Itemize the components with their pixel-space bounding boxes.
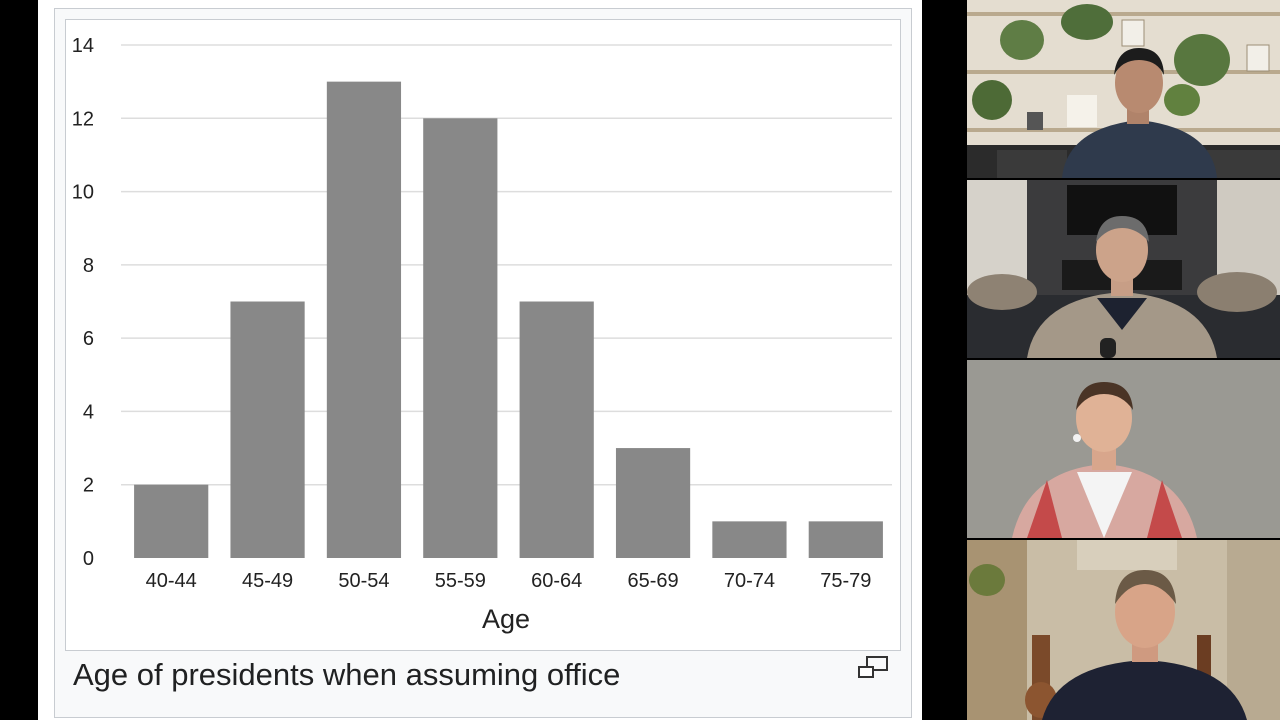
y-tick-label: 12 <box>72 108 94 130</box>
bar-65-69 <box>615 448 691 558</box>
participant-video-1 <box>967 0 1280 178</box>
y-tick-label: 10 <box>72 182 94 204</box>
x-tick-label: 60-64 <box>531 570 582 592</box>
participant-tile-3[interactable] <box>967 360 1280 538</box>
participant-tile-2[interactable] <box>967 180 1280 358</box>
bar-chart: 0 2 4 6 8 10 12 14 40-44 45-49 50-54 55-59 60-64 65-… <box>65 19 901 651</box>
y-tick-label: 2 <box>83 475 94 497</box>
x-tick-label: 55-59 <box>435 570 486 592</box>
bar-40-44 <box>134 484 209 558</box>
shared-screen: 0 2 4 6 8 10 12 14 40-44 45-49 50-54 55-59 60-64 65-… <box>38 0 922 720</box>
participant-tiles <box>967 0 1280 720</box>
bar-50-54 <box>326 81 402 558</box>
x-tick-label: 40-44 <box>146 570 197 592</box>
x-axis-label: Age <box>482 604 530 634</box>
x-tick-label: 75-79 <box>820 570 871 592</box>
y-tick-label: 14 <box>72 35 94 57</box>
x-tick-label: 45-49 <box>242 570 293 592</box>
participant-tile-4[interactable] <box>967 540 1280 720</box>
figure-caption: Age of presidents when assuming office <box>73 657 621 692</box>
y-tick-label: 6 <box>83 328 94 350</box>
bar-55-59 <box>423 118 498 559</box>
x-tick-label: 70-74 <box>724 570 775 592</box>
participant-tile-1[interactable] <box>967 0 1280 178</box>
figure-thumbnail: 0 2 4 6 8 10 12 14 40-44 45-49 50-54 55-59 60-64 65-… <box>54 8 912 718</box>
y-tick-label: 8 <box>83 255 94 277</box>
x-tick-label: 65-69 <box>627 570 678 592</box>
bar-75-79 <box>808 521 883 558</box>
y-tick-label: 0 <box>83 548 94 570</box>
participant-video-2 <box>967 180 1280 358</box>
chart-svg: 0 2 4 6 8 10 12 14 40-44 45-49 50-54 55-59 60-64 65-… <box>72 35 892 634</box>
x-tick-label: 50-54 <box>338 570 389 592</box>
participant-video-3 <box>967 360 1280 538</box>
bar-45-49 <box>230 301 305 558</box>
y-tick-label: 4 <box>83 401 94 423</box>
enlarge-icon[interactable] <box>857 655 889 681</box>
participant-video-4 <box>967 540 1280 720</box>
bar-70-74 <box>712 521 787 558</box>
bar-60-64 <box>519 301 594 558</box>
